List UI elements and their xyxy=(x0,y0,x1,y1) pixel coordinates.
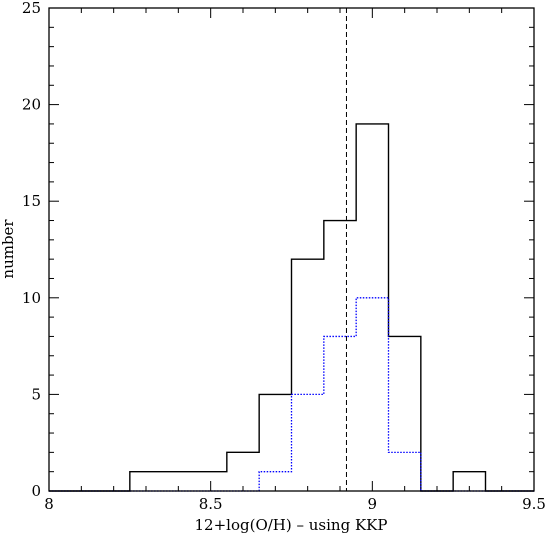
y-tick-label: 15 xyxy=(22,192,41,210)
x-tick-label: 8.5 xyxy=(199,495,223,513)
histogram-series-1-solid xyxy=(49,123,534,492)
axis-ticks xyxy=(48,7,535,492)
x-axis-title: 12+log(O/H) – using KKP xyxy=(195,516,388,534)
y-tick-label: 10 xyxy=(22,289,41,307)
tick-labels: 8 8.5 9 9.5 0 5 10 15 20 25 xyxy=(22,0,546,513)
plot-border xyxy=(48,7,535,492)
y-tick-label: 25 xyxy=(22,0,41,17)
y-axis-title: number xyxy=(0,219,17,279)
plot-frame xyxy=(48,7,535,492)
y-tick-label: 0 xyxy=(31,482,41,500)
x-tick-label: 9.5 xyxy=(522,495,546,513)
series-layer xyxy=(49,123,534,492)
y-tick-label: 5 xyxy=(31,385,41,403)
x-tick-label: 9 xyxy=(368,495,378,513)
x-tick-label: 8 xyxy=(44,495,54,513)
y-tick-label: 20 xyxy=(22,96,41,114)
